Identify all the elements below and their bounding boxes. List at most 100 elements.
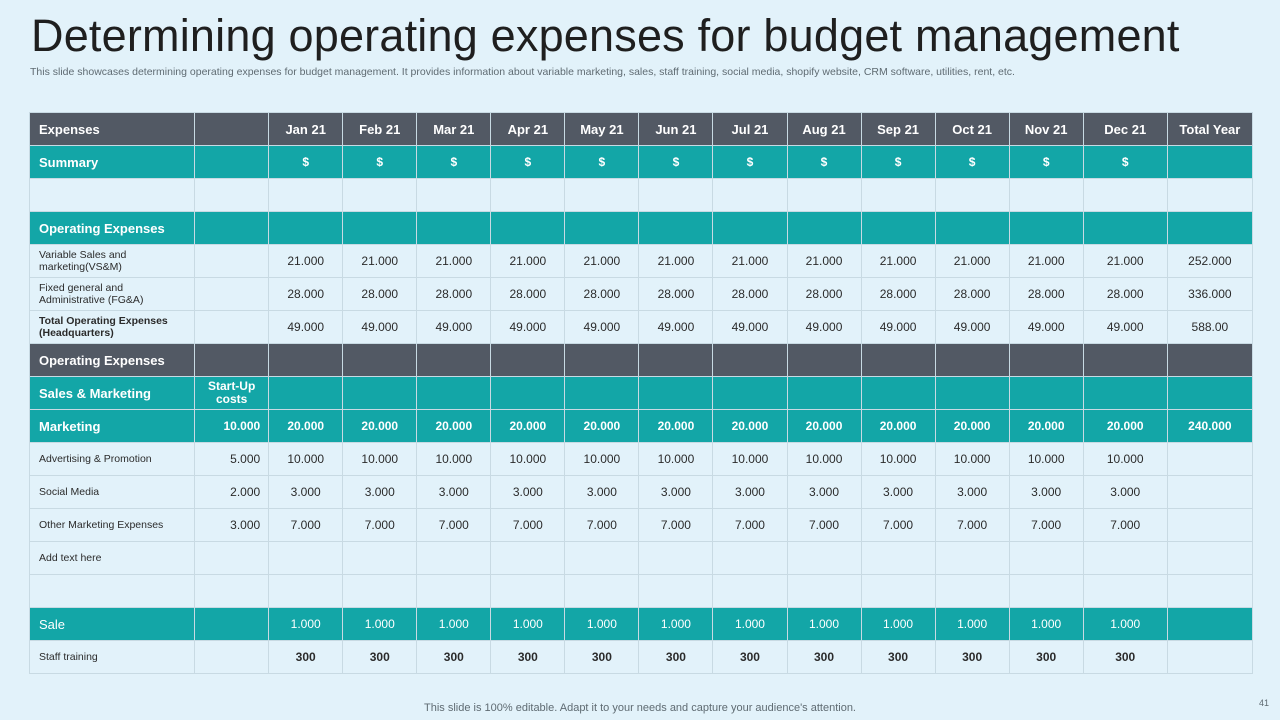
month-value-cell: 49.000: [712, 310, 788, 344]
month-value-cell: [712, 541, 788, 575]
startup-cost-cell: [194, 112, 270, 146]
month-value-cell: 3.000: [860, 475, 936, 509]
month-value-cell: $: [712, 145, 788, 179]
month-value-cell: 49.000: [268, 310, 344, 344]
month-value-cell: 300: [1008, 640, 1084, 674]
month-value-cell: [638, 376, 714, 410]
month-value-cell: 21.000: [860, 244, 936, 278]
startup-cost-cell: 10.000: [194, 409, 270, 443]
month-value-cell: 28.000: [638, 277, 714, 311]
month-value-cell: 1.000: [712, 607, 788, 641]
month-value-cell: [712, 376, 788, 410]
month-value-cell: 7.000: [490, 508, 566, 542]
month-value-cell: 3.000: [342, 475, 418, 509]
month-value-cell: 7.000: [638, 508, 714, 542]
total-year-cell: [1166, 211, 1254, 245]
month-value-cell: [1008, 343, 1084, 377]
month-value-cell: [638, 541, 714, 575]
month-value-cell: 49.000: [786, 310, 862, 344]
month-value-cell: 20.000: [490, 409, 566, 443]
month-value-cell: [1082, 541, 1168, 575]
month-value-cell: 300: [490, 640, 566, 674]
advertising-row: Advertising & Promotion 5.000 10.000 10.000…: [28, 442, 1254, 476]
month-value-cell: 28.000: [712, 277, 788, 311]
month-value-cell: $: [1008, 145, 1084, 179]
month-value-cell: 49.000: [638, 310, 714, 344]
startup-cost-cell: 3.000: [194, 508, 270, 542]
row-label-cell: Staff training: [28, 640, 196, 674]
month-value-cell: 10.000: [934, 442, 1010, 476]
month-value-cell: [786, 343, 862, 377]
month-value-cell: 49.000: [934, 310, 1010, 344]
month-value-cell: 21.000: [786, 244, 862, 278]
month-value-cell: 49.000: [490, 310, 566, 344]
slide-title: Determining operating expenses for budge…: [31, 10, 1180, 61]
month-value-cell: 3.000: [490, 475, 566, 509]
sale-row: Sale 1.000 1.000 1.000 1.000 1.000 1.000 1.000 1…: [28, 607, 1254, 641]
month-value-cell: [490, 178, 566, 212]
startup-cost-cell: [194, 145, 270, 179]
total-year-cell: [1166, 376, 1254, 410]
month-value-cell: 21.000: [342, 244, 418, 278]
operating-expenses-section-row: Operating Expenses: [28, 211, 1254, 245]
total-year-cell: [1166, 508, 1254, 542]
month-value-cell: 10.000: [342, 442, 418, 476]
month-value-cell: 300: [1082, 640, 1168, 674]
month-value-cell: Mar 21: [416, 112, 492, 146]
startup-cost-cell: [194, 607, 270, 641]
month-value-cell: 300: [638, 640, 714, 674]
row-label-cell: Expenses: [28, 112, 196, 146]
total-year-cell: [1166, 343, 1254, 377]
total-year-cell: 240.000: [1166, 409, 1254, 443]
month-value-cell: Nov 21: [1008, 112, 1084, 146]
month-value-cell: 10.000: [638, 442, 714, 476]
month-value-cell: [712, 343, 788, 377]
month-value-cell: 20.000: [638, 409, 714, 443]
month-value-cell: [1008, 376, 1084, 410]
month-value-cell: 7.000: [712, 508, 788, 542]
month-value-cell: 28.000: [416, 277, 492, 311]
startup-cost-cell: [194, 541, 270, 575]
month-value-cell: [564, 211, 640, 245]
row-label-cell: Fixed general and Administrative (FG&A): [28, 277, 196, 311]
month-value-cell: 28.000: [342, 277, 418, 311]
month-value-cell: 28.000: [564, 277, 640, 311]
total-year-cell: [1166, 178, 1254, 212]
month-value-cell: 20.000: [712, 409, 788, 443]
month-value-cell: [934, 211, 1010, 245]
month-value-cell: 1.000: [268, 607, 344, 641]
month-value-cell: 28.000: [1008, 277, 1084, 311]
month-value-cell: 1.000: [638, 607, 714, 641]
month-value-cell: 10.000: [564, 442, 640, 476]
month-value-cell: $: [416, 145, 492, 179]
month-value-cell: 1.000: [416, 607, 492, 641]
month-value-cell: 10.000: [860, 442, 936, 476]
row-label-cell: Summary: [28, 145, 196, 179]
month-value-cell: Jun 21: [638, 112, 714, 146]
month-value-cell: 49.000: [342, 310, 418, 344]
month-value-cell: [342, 211, 418, 245]
month-value-cell: 300: [712, 640, 788, 674]
month-value-cell: 10.000: [1082, 442, 1168, 476]
month-value-cell: 1.000: [342, 607, 418, 641]
month-value-cell: [1082, 376, 1168, 410]
month-value-cell: 10.000: [786, 442, 862, 476]
month-value-cell: 300: [564, 640, 640, 674]
footer-note: This slide is 100% editable. Adapt it to…: [424, 702, 856, 714]
month-value-cell: [564, 178, 640, 212]
row-label-cell: Add text here: [28, 541, 196, 575]
month-value-cell: 3.000: [638, 475, 714, 509]
row-label-cell: Marketing: [28, 409, 196, 443]
month-value-cell: $: [490, 145, 566, 179]
month-value-cell: 1.000: [490, 607, 566, 641]
month-value-cell: 20.000: [416, 409, 492, 443]
total-operating-row: Total Operating Expenses (Headquarters) 4…: [28, 310, 1254, 344]
month-value-cell: [638, 178, 714, 212]
month-value-cell: 10.000: [712, 442, 788, 476]
month-value-cell: [1008, 574, 1084, 608]
month-value-cell: $: [786, 145, 862, 179]
total-year-cell: 252.000: [1166, 244, 1254, 278]
month-value-cell: [638, 211, 714, 245]
month-value-cell: [934, 541, 1010, 575]
row-label-cell: Operating Expenses: [28, 211, 196, 245]
